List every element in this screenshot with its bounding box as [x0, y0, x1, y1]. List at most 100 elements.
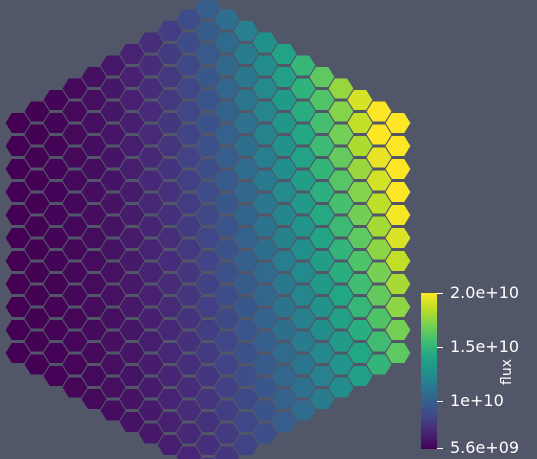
hex-cell — [214, 377, 240, 398]
hex-cell — [290, 216, 316, 237]
hex-cell — [252, 124, 278, 145]
hex-cell — [214, 262, 240, 283]
hex-cell — [309, 365, 335, 387]
hex-cell — [328, 262, 354, 283]
hex-cell — [366, 262, 392, 283]
hex-cell — [81, 342, 107, 364]
hex-cell — [176, 170, 202, 191]
hex-cell — [43, 273, 69, 295]
hex-cell — [195, 43, 221, 65]
hex-cell — [43, 342, 69, 364]
hex-cell — [309, 250, 335, 272]
hex-cell — [157, 158, 183, 180]
hex-cell — [119, 227, 145, 249]
hex-cell — [119, 250, 145, 272]
hex-cell — [81, 66, 107, 88]
hex-cell — [252, 285, 278, 306]
hex-cell — [233, 434, 259, 456]
hex-cell — [24, 331, 50, 352]
hex-cell — [100, 331, 126, 352]
hex-cell — [24, 124, 50, 145]
hex-cell — [81, 319, 107, 341]
hex-cell — [233, 388, 259, 410]
hex-cell — [138, 170, 164, 191]
hex-cell — [24, 101, 50, 122]
hex-cell — [195, 319, 221, 341]
hex-cell — [347, 135, 373, 157]
hex-cell — [176, 55, 202, 76]
hex-cell — [100, 262, 126, 283]
hex-cell — [81, 135, 107, 157]
hex-cell — [252, 423, 278, 444]
hex-cell — [100, 78, 126, 99]
hex-cell — [195, 342, 221, 364]
hex-cell — [366, 331, 392, 352]
hex-cell — [43, 296, 69, 318]
hex-cell — [43, 158, 69, 180]
colorbar-label-max: 2.0e+10 — [450, 283, 520, 302]
hex-cell — [62, 216, 88, 237]
hex-cell — [195, 227, 221, 249]
hex-cell — [195, 434, 221, 456]
hex-cell — [309, 181, 335, 203]
hex-cell — [385, 342, 411, 364]
colorbar-tick-min — [437, 448, 443, 449]
hex-cell — [290, 55, 316, 76]
hex-cell — [271, 319, 297, 341]
hex-cell — [271, 43, 297, 65]
hex-cell — [328, 124, 354, 145]
hex-cell — [214, 55, 240, 76]
hex-cell — [24, 262, 50, 283]
hex-cell — [176, 32, 202, 53]
colorbar-label-min: 5.6e+09 — [450, 438, 520, 457]
hex-cell — [214, 9, 240, 30]
hex-cell — [252, 308, 278, 329]
hex-cell — [119, 135, 145, 157]
hex-cell — [366, 285, 392, 306]
hex-cell — [214, 193, 240, 214]
hex-cell — [119, 204, 145, 226]
hex-cell — [214, 331, 240, 352]
hex-cell — [385, 158, 411, 180]
hex-cell — [252, 354, 278, 375]
hex-cell — [157, 204, 183, 226]
hex-cell — [176, 285, 202, 306]
hex-cell — [43, 227, 69, 249]
hex-cell — [195, 273, 221, 295]
hex-cell — [157, 43, 183, 65]
hex-cell — [195, 411, 221, 433]
hex-cell — [138, 216, 164, 237]
hex-cell — [157, 388, 183, 410]
hex-cell — [176, 216, 202, 237]
hex-cell — [214, 78, 240, 99]
hex-cell — [328, 216, 354, 237]
hex-cell — [309, 89, 335, 111]
hex-cell — [43, 250, 69, 272]
hex-cell — [24, 216, 50, 237]
hex-cell — [366, 308, 392, 329]
hex-cell — [43, 89, 69, 111]
hex-cell — [119, 112, 145, 134]
hex-cell — [252, 216, 278, 237]
hex-cell — [5, 112, 31, 134]
hex-cell — [233, 43, 259, 65]
hex-cell — [119, 365, 145, 387]
hex-cell — [43, 112, 69, 134]
hex-cell — [252, 400, 278, 421]
hex-cell — [157, 411, 183, 433]
hex-cell — [328, 377, 354, 398]
hex-cell — [214, 216, 240, 237]
hex-cell — [309, 204, 335, 226]
hex-cell — [233, 112, 259, 134]
hex-cell — [385, 227, 411, 249]
hex-cell — [385, 181, 411, 203]
hex-cell — [24, 147, 50, 168]
hex-cell — [290, 308, 316, 329]
hex-cell — [100, 170, 126, 191]
hex-cell — [24, 354, 50, 375]
hex-cell — [100, 193, 126, 214]
hex-cell — [366, 354, 392, 375]
hex-cell — [176, 101, 202, 122]
